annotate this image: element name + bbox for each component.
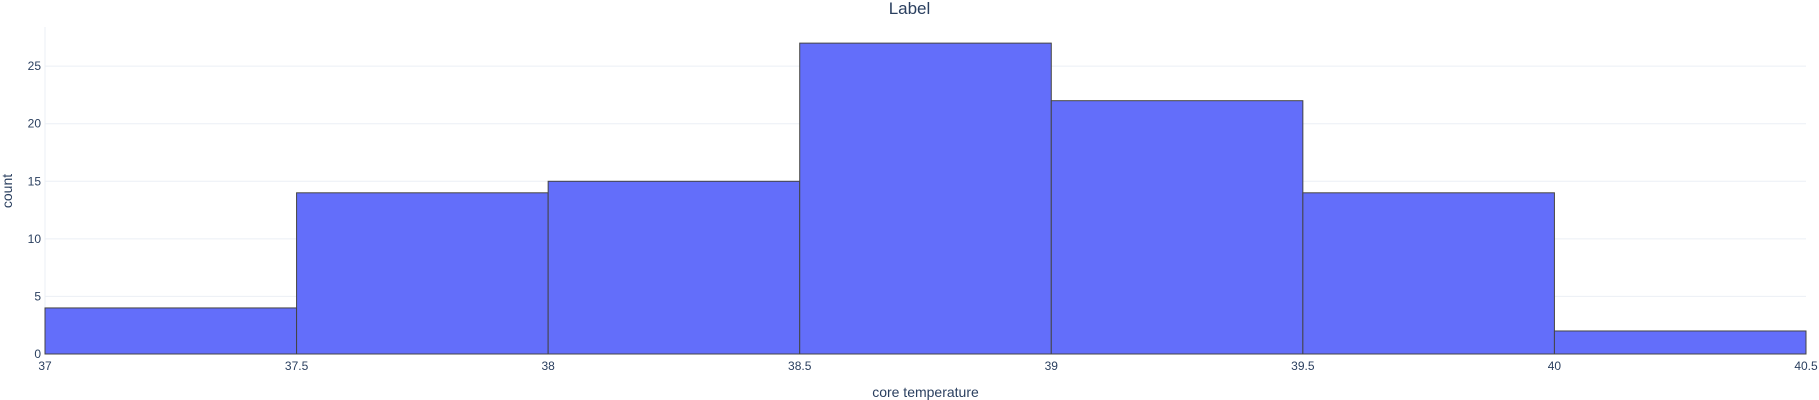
x-tick-label: 40 <box>1548 359 1562 373</box>
chart-title: Label <box>889 0 931 18</box>
x-tick-label: 40.5 <box>1794 359 1818 373</box>
histogram-bar[interactable] <box>799 42 1052 355</box>
x-axis-label: core temperature <box>872 384 979 400</box>
x-tick-label: 37.5 <box>285 359 309 373</box>
histogram-bar[interactable] <box>296 192 549 355</box>
x-tick-label: 38.5 <box>788 359 812 373</box>
histogram-bar[interactable] <box>1553 330 1807 355</box>
y-tick-label: 20 <box>28 117 42 131</box>
y-tick-label: 5 <box>34 289 41 303</box>
x-tick-label: 37 <box>38 359 52 373</box>
y-tick-label: 25 <box>28 59 42 73</box>
histogram-bar[interactable] <box>1302 192 1555 355</box>
histogram-bar[interactable] <box>44 307 298 355</box>
x-tick-label: 39 <box>1045 359 1059 373</box>
y-tick-label: 0 <box>34 347 41 361</box>
y-tick-label: 10 <box>28 232 42 246</box>
histogram-bar[interactable] <box>1050 100 1304 355</box>
y-tick-label: 15 <box>28 174 42 188</box>
x-tick-label: 39.5 <box>1291 359 1315 373</box>
x-tick-label: 38 <box>541 359 555 373</box>
bars <box>44 42 1807 355</box>
axis-ticks: 0 5 10 15 20 25 37 37.5 38 38.5 39 39.5 40 40.5 <box>28 59 1818 373</box>
histogram-bar[interactable] <box>547 180 801 355</box>
y-axis-label: count <box>0 174 15 208</box>
